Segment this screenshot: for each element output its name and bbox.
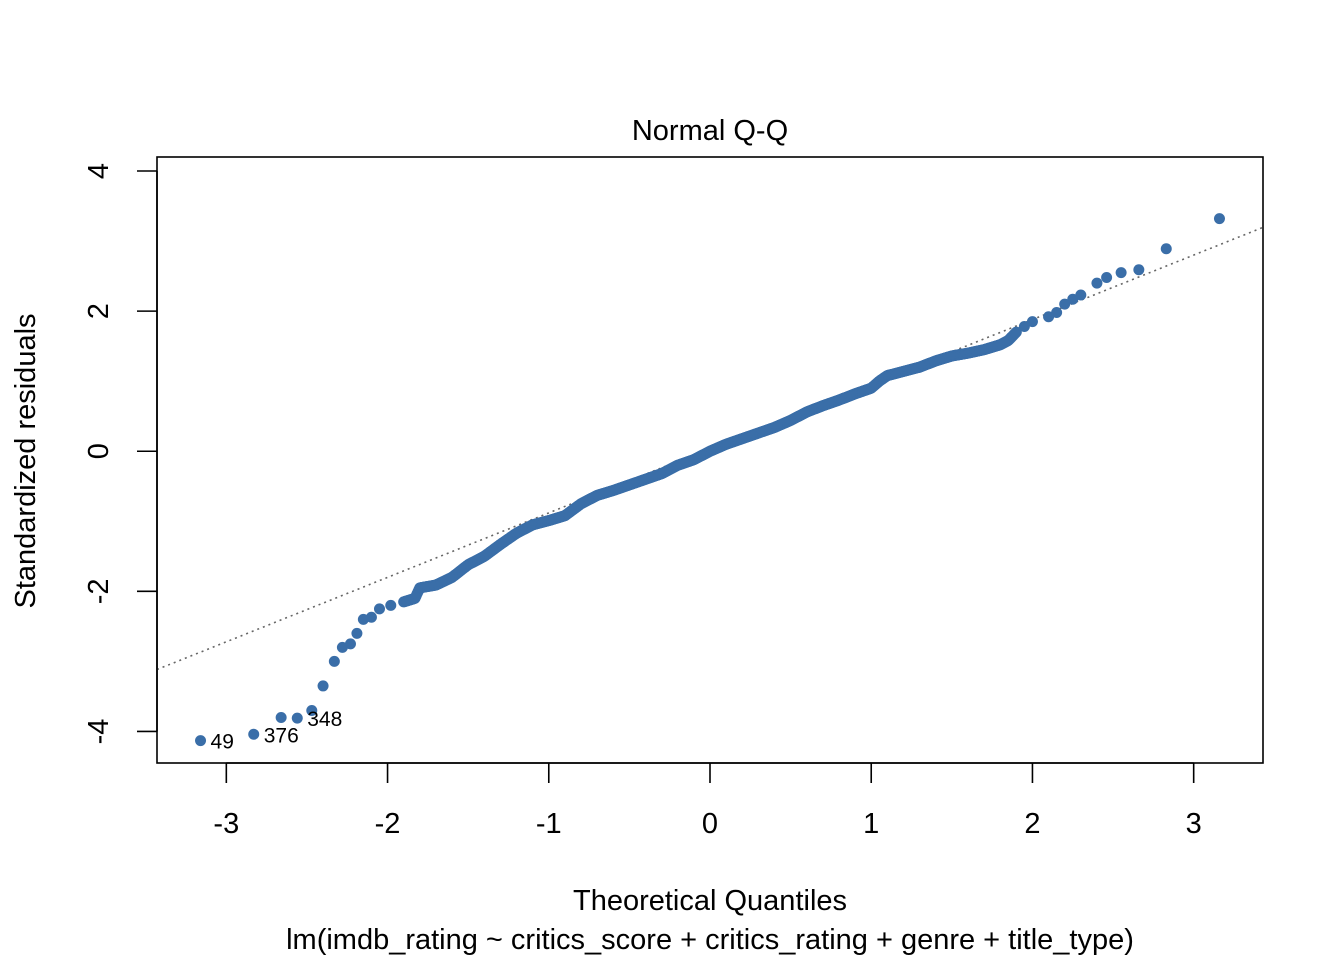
point-label: 376 — [264, 724, 299, 747]
data-point — [275, 711, 287, 723]
data-point — [1213, 213, 1225, 225]
data-point — [373, 603, 385, 615]
data-point — [1133, 264, 1145, 276]
data-point — [195, 735, 207, 747]
data-point — [328, 655, 340, 667]
y-axis: -4 -2 0 2 4 — [83, 163, 158, 745]
data-point — [1059, 298, 1071, 310]
y-tick-label: -4 — [83, 719, 115, 745]
points-layer — [195, 213, 1225, 747]
data-point — [385, 599, 397, 611]
point-labels-layer: 49 376 348 — [211, 708, 343, 753]
x-tick-label: 1 — [863, 808, 879, 840]
data-point — [1101, 271, 1113, 283]
y-tick-label: 4 — [83, 163, 115, 179]
data-point — [1115, 267, 1127, 279]
data-point — [1018, 321, 1030, 333]
data-point — [1051, 307, 1063, 319]
chart-subtitle: lm(imdb_rating ~ critics_score + critics… — [286, 924, 1134, 956]
y-axis-label: Standardized residuals — [10, 313, 42, 608]
data-point — [1043, 311, 1055, 323]
x-tick-label: 3 — [1186, 808, 1202, 840]
data-point — [365, 611, 377, 623]
data-point — [344, 638, 356, 650]
data-point — [1026, 316, 1038, 328]
chart-title: Normal Q-Q — [632, 115, 788, 147]
x-tick-label: -3 — [213, 808, 239, 840]
data-point — [248, 728, 260, 740]
x-tick-label: 2 — [1024, 808, 1040, 840]
data-point — [291, 712, 303, 724]
point-label: 348 — [307, 708, 342, 731]
data-point — [306, 704, 318, 716]
x-axis-label: Theoretical Quantiles — [573, 885, 847, 917]
data-point — [351, 627, 363, 639]
y-tick-label: 0 — [83, 443, 115, 459]
data-point — [1075, 289, 1087, 301]
x-tick-label: 0 — [702, 808, 718, 840]
data-point — [317, 680, 329, 692]
data-point — [1091, 277, 1103, 289]
data-point — [1010, 326, 1022, 338]
x-tick-label: -1 — [536, 808, 562, 840]
data-point — [1160, 243, 1172, 255]
x-axis: -3 -2 -1 0 1 2 3 — [213, 762, 1202, 840]
y-tick-label: -2 — [83, 578, 115, 604]
y-tick-label: 2 — [83, 303, 115, 319]
x-tick-label: -2 — [375, 808, 401, 840]
point-label: 49 — [211, 731, 234, 754]
plot-frame — [156, 156, 1264, 764]
data-point — [1067, 293, 1079, 305]
